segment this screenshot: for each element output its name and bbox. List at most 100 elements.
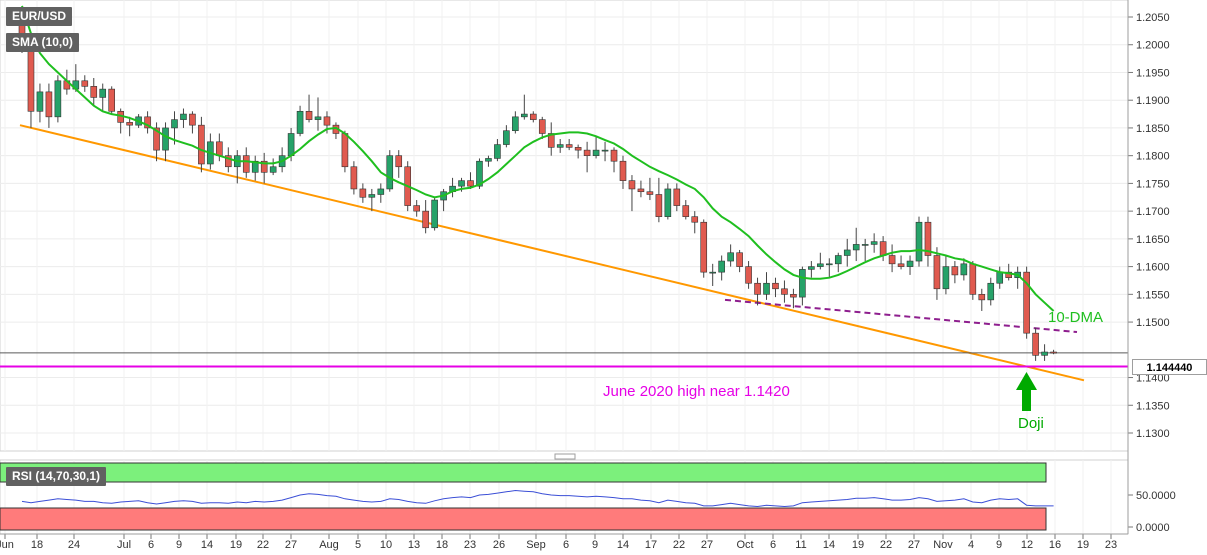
bear-candle	[242, 155, 250, 173]
bear-candle	[655, 194, 663, 217]
bull-candle	[870, 241, 878, 245]
x-tick-label: 13	[408, 539, 420, 551]
bull-candle	[314, 116, 322, 120]
bull-candle	[825, 263, 833, 266]
x-tick-label: 9	[176, 539, 182, 551]
bull-candle	[906, 260, 914, 267]
y-tick-label: 1.1350	[1136, 400, 1170, 412]
x-tick-label: 4	[968, 539, 974, 551]
y-tick-label: 1.1800	[1136, 151, 1170, 163]
bear-candle	[565, 144, 573, 148]
bear-candle	[691, 216, 699, 223]
x-tick-label: 27	[701, 539, 713, 551]
bull-candle	[727, 252, 734, 262]
bear-candle	[754, 282, 761, 295]
bear-candle	[260, 160, 268, 173]
bull-candle	[763, 282, 770, 295]
bull-candle	[368, 194, 376, 198]
support-annotation: June 2020 high near 1.1420	[603, 383, 790, 400]
bear-candle	[1005, 271, 1013, 278]
bear-candle	[126, 122, 133, 126]
bull-candle	[861, 244, 869, 246]
bear-candle	[969, 263, 977, 295]
bull-candle	[494, 144, 501, 159]
bull-candle	[817, 263, 824, 267]
x-tick-label: 19	[1077, 539, 1089, 551]
bear-candle	[951, 266, 959, 276]
falling-support-trendline	[19, 124, 1085, 382]
bear-candle	[628, 180, 636, 190]
x-tick-label: 6	[148, 539, 154, 551]
y-tick-label: 1.1850	[1136, 123, 1170, 135]
x-tick-label: 24	[68, 539, 80, 551]
bull-candle	[808, 266, 815, 270]
bear-candle	[610, 149, 618, 162]
bear-candle	[467, 180, 474, 187]
bull-candle	[171, 119, 178, 129]
symbol-label[interactable]: EUR/USD	[6, 7, 73, 26]
x-tick-label: 23	[464, 539, 476, 551]
y-tick-label: 1.1700	[1136, 206, 1170, 218]
bull-candle	[601, 149, 609, 152]
doji-arrow-icon	[1016, 372, 1037, 411]
bear-candle	[27, 49, 35, 112]
x-tick-label: Oct	[736, 539, 753, 551]
bull-candle	[556, 144, 564, 148]
bear-candle	[924, 221, 932, 256]
candles	[18, 8, 1057, 361]
drag-handle[interactable]	[554, 453, 576, 460]
x-tick-label: 5	[355, 539, 361, 551]
bull-candle	[1041, 351, 1048, 356]
bull-candle	[987, 282, 995, 301]
bear-candle	[879, 241, 887, 256]
trendlines	[0, 124, 1128, 382]
rsi-y-tick-label: 0.0000	[1136, 522, 1170, 534]
sma-indicator-label[interactable]: SMA (10,0)	[6, 33, 79, 52]
rsi-indicator-label[interactable]: RSI (14,70,30,1)	[6, 467, 107, 486]
y-tick-label: 1.1950	[1136, 67, 1170, 79]
sma-line	[21, 5, 1055, 312]
bear-candle	[413, 205, 420, 212]
bear-candle	[1023, 271, 1030, 334]
y-tick-label: 1.1600	[1136, 262, 1170, 274]
bull-candle	[960, 263, 968, 276]
x-tick-label: 9	[996, 539, 1002, 551]
bull-candle	[296, 110, 304, 134]
bull-candle	[512, 116, 519, 132]
bear-candle	[933, 255, 941, 290]
bear-candle	[225, 155, 232, 168]
bear-candle	[81, 80, 89, 87]
bear-candle	[682, 205, 690, 217]
bear-candle	[888, 255, 896, 265]
bear-candle	[216, 141, 223, 156]
bull-candle	[718, 260, 725, 273]
bull-candle	[996, 271, 1004, 284]
bull-candle	[799, 269, 806, 298]
bear-candle	[108, 88, 115, 112]
y-tick-label: 1.1550	[1136, 289, 1170, 301]
y-tick-label: 1.1400	[1136, 373, 1170, 385]
x-tick-label: 18	[436, 539, 448, 551]
bear-candle	[781, 288, 788, 295]
y-tick-label: 1.1300	[1136, 428, 1170, 440]
bear-candle	[359, 188, 367, 198]
x-tick-label: 10	[380, 539, 392, 551]
resistance-dashed-line	[724, 298, 1078, 334]
bear-candle	[745, 266, 752, 284]
x-tick-label: 22	[673, 539, 685, 551]
bull-candle	[664, 188, 672, 217]
bear-candle	[700, 221, 708, 273]
y-tick-label: 1.1750	[1136, 178, 1170, 190]
bear-candle	[1050, 351, 1057, 354]
bear-candle	[189, 113, 196, 126]
bear-candle	[529, 113, 537, 120]
rsi-line	[21, 489, 1054, 508]
rsi-polyline	[21, 489, 1054, 508]
axes: 1.2050 1.2000 1.1950 1.1900 1.1850 1.1800 1.17…	[0, 0, 1176, 551]
bull-candle	[36, 91, 44, 112]
bull-candle	[852, 244, 860, 251]
bear-candle	[323, 116, 331, 126]
x-tick-label: 19	[230, 539, 242, 551]
bear-candle	[772, 282, 779, 290]
